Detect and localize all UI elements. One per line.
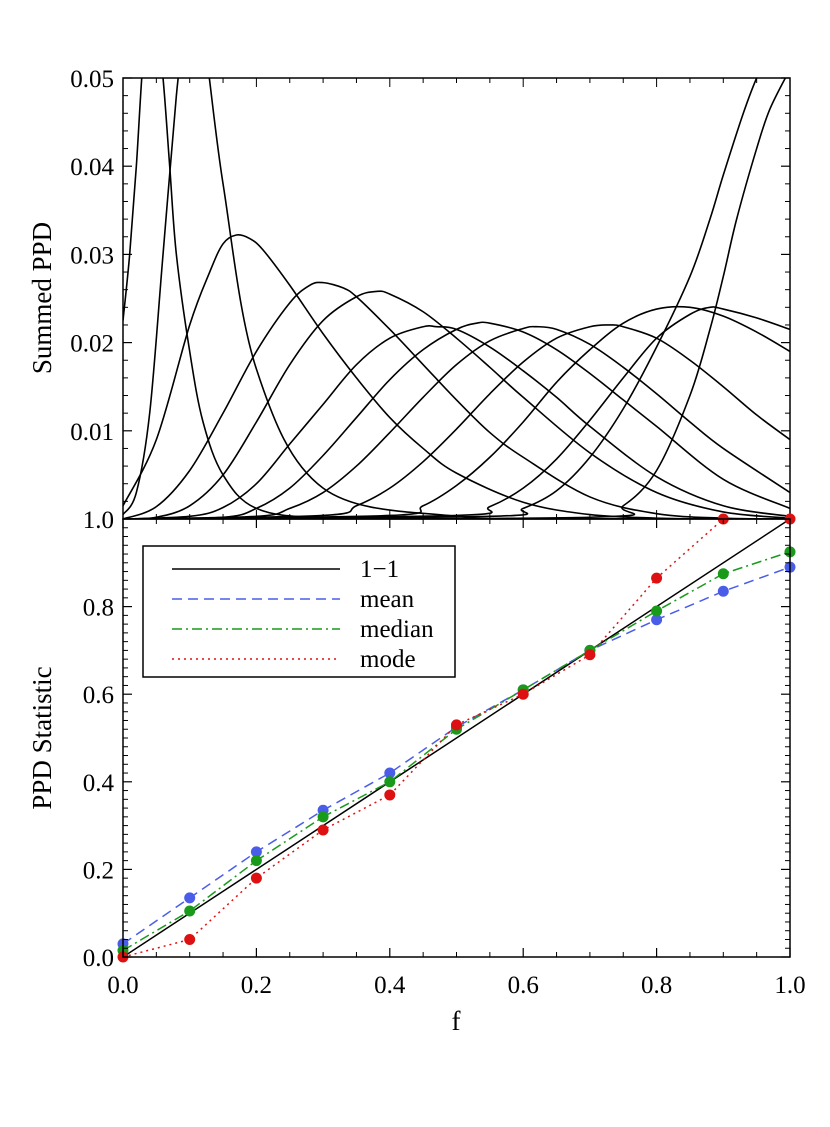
marker-median [317,811,329,823]
ppd-curves [123,78,790,519]
marker-median [384,776,396,788]
legend: 1−1 mean median mode [142,545,456,678]
top-plot-frame [122,77,791,520]
bottom-y-tick-label: 0.6 [83,682,114,709]
ppd-curve-3 [123,233,790,519]
bottom-panel: 0.0 0.2 0.4 0.6 0.8 1.0 0.0 0.2 0.4 0.6 0.8 1.0 f P… [27,507,806,1036]
marker-median [184,905,196,917]
ppd-curve-2 [123,78,790,519]
ppd-curve-10 [123,305,790,519]
series-line-one-to-one [123,519,790,957]
marker-median [250,855,262,867]
bottom-y-tick-label: 0.0 [83,945,114,972]
marker-mode [184,933,196,945]
ppd-curve-5 [123,290,790,519]
top-y-tick-label: 0.03 [70,242,114,269]
ppd-curve-11 [123,306,790,519]
marker-median [651,605,663,617]
marker-mode [584,649,596,661]
marker-mean [184,892,196,904]
ppd-curve-12 [123,78,758,519]
marker-mode [651,572,663,584]
marker-mode [250,872,262,884]
ppd-curve-9 [123,324,790,519]
marker-mean [384,767,396,779]
legend-box [142,545,456,678]
marker-mode [317,824,329,836]
top-y-tick-label: 0.04 [70,154,114,181]
marker-mode [451,719,462,731]
x-axis-title: f [452,1006,461,1036]
top-ticks: 0.01 0.02 0.03 0.04 0.05 [70,66,791,519]
top-y-tick-label: 0.01 [70,419,114,446]
marker-mean [717,585,729,597]
top-y-tick-label: 0.05 [70,66,114,93]
legend-label-1-1: 1−1 [360,556,399,583]
top-y-tick-label: 0.02 [70,331,114,358]
ppd-curve-6 [123,324,790,519]
bottom-y-tick-label: 0.2 [83,857,114,884]
marker-mode [384,789,396,801]
marker-median [717,568,729,580]
bottom-y-tick-label: 0.8 [83,595,114,622]
legend-label-mode: mode [360,646,416,673]
ppd-curve-7 [123,321,790,519]
marker-mode [517,688,529,700]
bottom-y-axis-title: PPD Statistic [27,666,57,809]
bottom-y-tick-label: 1.0 [83,507,114,534]
legend-label-median: median [360,616,434,643]
ppd-curve-8 [123,325,790,519]
legend-label-mean: mean [360,586,415,613]
bottom-x-tick-label: 0.0 [107,972,138,999]
bottom-x-tick-label: 0.8 [641,972,672,999]
ppd-curve-4 [123,281,790,519]
marker-mean [250,846,262,858]
top-panel: 0.01 0.02 0.03 0.04 0.05 Summed PPD [27,66,791,520]
bottom-x-tick-label: 0.2 [241,972,272,999]
ppd-curve-13 [123,78,787,519]
marker-mean [651,614,663,626]
bottom-ticks: 0.0 0.2 0.4 0.6 0.8 1.0 0.0 0.2 0.4 0.6 0.8 1.0 [83,507,806,999]
bottom-y-tick-label: 0.4 [83,770,115,797]
bottom-plot-frame [122,518,791,958]
bottom-x-tick-label: 1.0 [774,972,805,999]
bottom-x-tick-label: 0.6 [508,972,539,999]
top-y-axis-title: Summed PPD [27,222,57,374]
series-line-mode [123,519,790,957]
bottom-x-tick-label: 0.4 [374,972,406,999]
series-line-mean [123,566,790,945]
